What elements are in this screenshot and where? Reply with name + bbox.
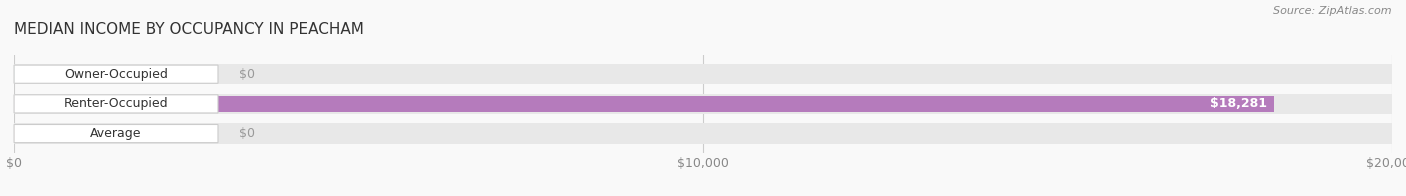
FancyBboxPatch shape — [14, 124, 218, 143]
Bar — [14, 96, 1274, 112]
FancyBboxPatch shape — [14, 65, 218, 83]
Text: $0: $0 — [239, 127, 254, 140]
Bar — [14, 66, 136, 82]
Text: Source: ZipAtlas.com: Source: ZipAtlas.com — [1274, 6, 1392, 16]
Text: $0: $0 — [239, 68, 254, 81]
Text: Owner-Occupied: Owner-Occupied — [65, 68, 167, 81]
Text: Average: Average — [90, 127, 142, 140]
Text: Renter-Occupied: Renter-Occupied — [63, 97, 169, 110]
Text: $18,281: $18,281 — [1209, 97, 1267, 110]
Bar — [14, 64, 1392, 84]
FancyBboxPatch shape — [14, 95, 218, 113]
Bar — [14, 126, 136, 141]
Bar — [14, 123, 1392, 144]
Text: MEDIAN INCOME BY OCCUPANCY IN PEACHAM: MEDIAN INCOME BY OCCUPANCY IN PEACHAM — [14, 22, 364, 37]
Bar — [14, 94, 1392, 114]
